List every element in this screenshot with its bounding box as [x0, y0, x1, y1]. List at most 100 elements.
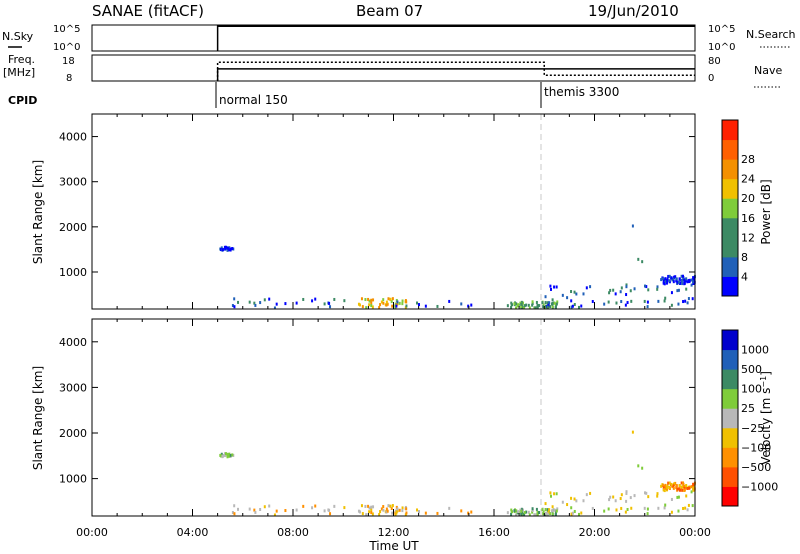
echo-cell — [467, 304, 470, 308]
echo-cell — [683, 486, 686, 490]
echo-cell — [379, 510, 382, 514]
echo-cell — [226, 455, 229, 459]
echo-cell — [387, 297, 390, 301]
echo-cell — [401, 302, 404, 306]
colorbar-swatch — [722, 217, 738, 238]
echo-cell — [681, 488, 684, 492]
echo-cell — [328, 301, 331, 305]
echo-cell — [672, 484, 675, 488]
echo-cell — [661, 277, 664, 281]
echo-cell — [620, 286, 623, 290]
echo-cell — [631, 430, 634, 434]
echo-cell — [681, 481, 684, 485]
echo-cell — [619, 497, 622, 501]
echo-cell — [662, 488, 665, 492]
echo-cell — [527, 510, 530, 514]
echo-cell — [538, 511, 541, 515]
freq-tick-bottom: 8 — [66, 73, 72, 84]
echo-cell — [527, 303, 530, 307]
echo-cell — [580, 511, 583, 515]
echo-cell — [573, 303, 576, 307]
echo-cell — [470, 303, 473, 307]
echo-cell — [295, 301, 298, 305]
echo-cell — [589, 491, 592, 495]
colorbar-tick-label: 28 — [741, 153, 755, 166]
colorbar-swatch — [722, 198, 738, 219]
echo-cell — [268, 297, 271, 301]
echo-cell — [546, 301, 549, 305]
echo-cell — [676, 495, 679, 499]
echo-cell — [220, 454, 223, 458]
echo-cell — [570, 512, 573, 516]
echo-cell — [531, 510, 534, 514]
echo-cell — [248, 300, 251, 304]
echo-cell — [382, 301, 385, 305]
echo-cell — [544, 295, 547, 299]
echo-cell — [357, 509, 360, 513]
echo-cell — [626, 507, 629, 511]
echo-cell — [573, 509, 576, 513]
y-tick-label: 3000 — [59, 381, 87, 394]
echo-cell — [554, 512, 557, 516]
y-tick-label: 1000 — [59, 266, 87, 279]
velocity-ylabel: Slant Range [km] — [31, 366, 45, 470]
echo-cell — [549, 305, 552, 309]
echo-cell — [686, 280, 689, 284]
echo-cell — [365, 306, 368, 310]
echo-cell — [677, 487, 680, 491]
nsearch-label: N.Search — [746, 28, 796, 41]
echo-cell — [553, 285, 556, 289]
echo-cell — [385, 510, 388, 514]
echo-cell — [510, 508, 513, 512]
echo-cell — [460, 509, 463, 513]
velocity-frame — [91, 318, 696, 517]
freq-tick-top: 18 — [62, 56, 75, 67]
echo-cell — [614, 292, 617, 296]
echo-cell — [661, 484, 664, 488]
echo-cell — [585, 493, 588, 497]
echo-cell — [394, 511, 397, 515]
velocity-x-axis: 00:00 04:00 08:00 12:00 16:00 20:00 00:00 — [76, 319, 711, 539]
echo-cell — [372, 505, 375, 509]
echo-cell — [582, 499, 585, 503]
echo-cell — [662, 281, 665, 285]
echo-cell — [401, 509, 404, 513]
echo-cell — [683, 485, 686, 489]
echo-cell — [680, 485, 683, 489]
echo-cell — [237, 300, 240, 304]
echo-cell — [544, 511, 547, 515]
echo-cell — [577, 512, 580, 516]
echo-cell — [631, 224, 634, 228]
echo-cell — [682, 506, 685, 510]
power-colorbar: 4 8 12 16 20 24 28 Power [dB] — [721, 119, 773, 297]
x-tick-label: 20:00 — [579, 526, 611, 539]
echo-cell — [221, 454, 224, 458]
echo-cell — [624, 303, 627, 307]
echo-cell — [664, 280, 667, 284]
echo-cell — [680, 278, 683, 282]
x-tick-label: 08:00 — [277, 526, 309, 539]
freq-frame — [91, 54, 696, 82]
echo-cell — [448, 506, 451, 510]
echo-cell — [521, 301, 524, 305]
echo-cell — [676, 487, 679, 491]
echo-cell — [273, 513, 276, 517]
echo-cell — [663, 299, 666, 303]
echo-cell — [629, 289, 632, 293]
echo-cell — [670, 510, 673, 514]
echo-cell — [692, 281, 695, 285]
echo-cell — [370, 304, 373, 308]
echo-cell — [470, 510, 473, 514]
echo-cell — [603, 302, 606, 306]
echo-cell — [360, 297, 363, 301]
echo-cell — [573, 497, 576, 501]
echo-cell — [405, 300, 408, 304]
echo-cell — [378, 513, 381, 517]
echo-cell — [368, 303, 371, 307]
echo-cell — [591, 506, 594, 510]
echo-cell — [676, 289, 679, 293]
echo-cell — [514, 306, 517, 310]
echo-cell — [675, 277, 678, 281]
echo-cell — [333, 504, 336, 508]
echo-cell — [343, 299, 346, 303]
